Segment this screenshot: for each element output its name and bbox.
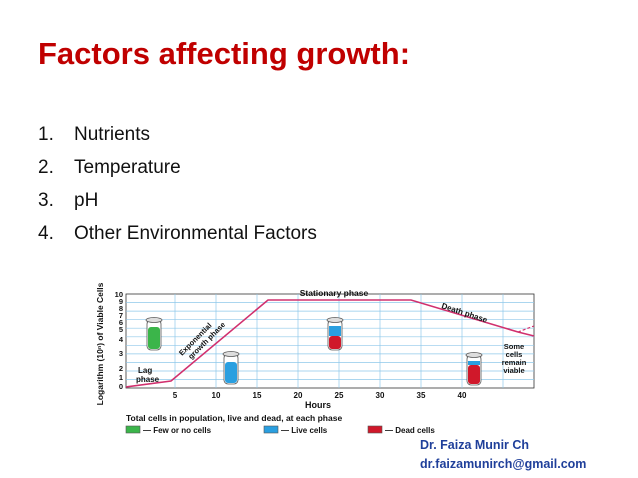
list-item-text: Other Environmental Factors xyxy=(74,223,317,244)
y-axis-label: Logarithm (10ⁿ) of Viable Cells xyxy=(95,282,105,405)
lag-phase-label: phase xyxy=(136,375,160,384)
list-item: 1. Nutrients xyxy=(38,124,151,145)
list-item-text: Nutrients xyxy=(74,124,151,145)
slide-title: Factors affecting growth: xyxy=(38,36,411,71)
growth-curve-figure: Logarithm (10ⁿ) of Viable Cells 10 9 8 7… xyxy=(95,282,535,435)
legend-dead-label: — Dead cells xyxy=(385,426,435,435)
remain-viable-label: Some xyxy=(504,342,524,351)
x-tick-label: 15 xyxy=(253,391,262,400)
list-item-text: pH xyxy=(74,190,99,211)
x-tick-label: 5 xyxy=(173,391,178,400)
lag-phase-label: Lag xyxy=(138,366,152,375)
legend-swatch-live xyxy=(263,425,279,434)
test-tube-death xyxy=(465,352,483,386)
test-tube-stationary xyxy=(326,317,344,351)
x-tick-label: 25 xyxy=(335,391,344,400)
x-tick-label: 30 xyxy=(376,391,385,400)
author-credit: Dr. Faiza Munir Ch dr.faizamunirch@gmail… xyxy=(420,436,586,474)
y-tick-label: 10 xyxy=(115,290,123,299)
remain-viable-label: remain xyxy=(502,358,527,367)
x-tick-label: 20 xyxy=(294,391,303,400)
legend-swatch-few xyxy=(125,425,141,434)
y-tick-label: 1 xyxy=(119,373,123,382)
stationary-phase-label: Stationary phase xyxy=(300,288,369,298)
legend-live-label: — Live cells xyxy=(281,426,328,435)
x-tick-label: 35 xyxy=(417,391,426,400)
y-tick-label: 6 xyxy=(119,318,123,327)
author-email: dr.faizamunirch@gmail.com xyxy=(420,457,587,471)
legend-swatch-dead xyxy=(367,425,383,434)
list-item: 2. Temperature xyxy=(38,157,181,178)
list-item: 3. pH xyxy=(38,190,99,211)
author-name: Dr. Faiza Munir Ch xyxy=(420,438,530,452)
x-tick-label: 40 xyxy=(458,391,467,400)
y-tick-label: 3 xyxy=(119,349,123,358)
legend-few-label: — Few or no cells xyxy=(143,426,212,435)
y-tick-label: 4 xyxy=(119,335,124,344)
y-tick-label: 9 xyxy=(119,297,123,306)
y-tick-label: 7 xyxy=(119,311,123,320)
y-tick-label: 2 xyxy=(119,364,123,373)
y-tick-label: 5 xyxy=(119,325,123,334)
y-tick-label: 0 xyxy=(119,382,123,391)
growth-curve-dashed xyxy=(517,325,535,333)
remain-viable-label: viable xyxy=(503,366,524,375)
factor-list: 1. Nutrients 2. Temperature 3. pH 4. Other E… xyxy=(38,118,317,250)
legend-caption: Total cells in population, live and dead… xyxy=(126,413,342,423)
list-item: 4. Other Environmental Factors xyxy=(38,223,317,244)
y-tick-label: 8 xyxy=(119,304,123,313)
x-tick-label: 10 xyxy=(212,391,221,400)
list-item-text: Temperature xyxy=(74,157,181,178)
x-axis-label: Hours xyxy=(305,400,331,410)
growth-curve xyxy=(125,299,535,388)
test-tube-lag xyxy=(145,317,163,351)
remain-viable-label: cells xyxy=(506,350,523,359)
test-tube-exponential xyxy=(222,351,240,385)
